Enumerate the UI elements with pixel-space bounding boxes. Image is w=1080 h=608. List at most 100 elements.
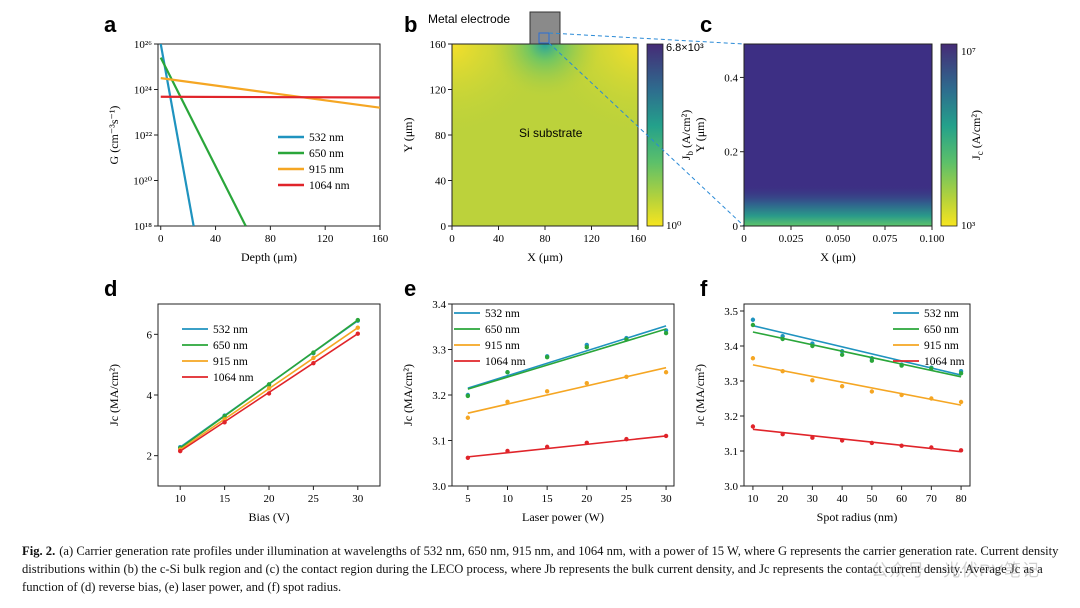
data-point-915nm xyxy=(869,389,875,394)
data-point-1064nm xyxy=(958,448,964,453)
x-tick-label: 40 xyxy=(493,233,505,245)
x-axis-label: X (μm) xyxy=(820,250,855,264)
legend-entry: 1064 nm xyxy=(485,356,526,368)
legend-entry: 650 nm xyxy=(213,340,248,352)
x-tick-label: 0 xyxy=(741,233,747,245)
chart-f-spot-radius: 10 20 30 40 50 60 70 80 3.0 3.1 3.2 3.3 3.4 3.5 532 nm… xyxy=(693,303,971,524)
y-tick-label: 6 xyxy=(147,329,153,341)
y-tick-label: 10²⁶ xyxy=(134,39,152,51)
data-point-1064nm xyxy=(311,360,316,366)
fit-line-650nm xyxy=(752,331,962,378)
y-tick-label: 10²⁰ xyxy=(133,176,152,188)
data-point-650nm xyxy=(584,345,589,350)
data-point-1064nm xyxy=(869,440,875,446)
data-point-650nm xyxy=(750,322,756,328)
zoom-connector-bottom xyxy=(548,42,745,227)
fit-line-915nm xyxy=(467,366,667,414)
legend-entry: 650 nm xyxy=(309,148,344,160)
data-point-915nm xyxy=(544,389,550,394)
colorbar-c xyxy=(940,43,958,227)
y-axis-label: Jc (MA/cm²) xyxy=(107,364,121,426)
x-axis-label: Laser power (W) xyxy=(522,510,604,524)
y-tick-label: 3.0 xyxy=(724,481,738,493)
colorbar-c-min: 10³ xyxy=(961,220,976,232)
fit-line-1064nm xyxy=(752,428,962,453)
legend-entry: 1064 nm xyxy=(309,180,350,192)
x-tick-label: 60 xyxy=(896,493,908,505)
legend-entry: 915 nm xyxy=(213,356,248,368)
y-tick-label: 0.4 xyxy=(724,72,738,84)
plot-frame xyxy=(157,43,381,227)
legend-entry: 1064 nm xyxy=(924,356,965,368)
panel-letter-a: a xyxy=(104,12,117,37)
y-tick-label: 0.2 xyxy=(724,147,738,159)
data-point-650nm xyxy=(355,317,360,323)
x-tick-label: 15 xyxy=(542,493,554,505)
x-tick-label: 30 xyxy=(807,493,819,505)
data-point-650nm xyxy=(544,355,550,360)
x-tick-label: 80 xyxy=(956,493,968,505)
x-tick-label: 25 xyxy=(308,493,320,505)
metal-electrode-label: Metal electrode xyxy=(428,12,510,26)
legend-entry: 650 nm xyxy=(924,324,959,336)
panel-letter-f: f xyxy=(700,276,708,301)
data-point-650nm xyxy=(839,352,845,357)
y-axis-label: Y (μm) xyxy=(693,118,707,153)
metal-electrode xyxy=(529,11,561,45)
data-point-915nm xyxy=(505,399,510,405)
x-tick-label: 15 xyxy=(219,493,231,505)
data-point-915nm xyxy=(750,356,756,361)
data-point-532nm xyxy=(750,317,756,322)
data-point-650nm xyxy=(311,350,316,355)
fit-line-532nm xyxy=(752,324,962,376)
caption-label: Fig. 2. xyxy=(22,544,56,558)
x-tick-label: 10 xyxy=(502,493,514,505)
legend-entry: 915 nm xyxy=(485,340,520,352)
x-axis-label: Spot radius (nm) xyxy=(817,510,898,524)
panel-letter-e: e xyxy=(404,276,416,301)
data-point-915nm xyxy=(266,386,272,391)
data-point-1064nm xyxy=(929,445,934,450)
data-point-915nm xyxy=(465,415,471,420)
x-tick-label: 0.075 xyxy=(873,233,898,245)
y-tick-label: 80 xyxy=(435,130,447,142)
fit-line-532nm xyxy=(467,325,667,389)
x-tick-label: 20 xyxy=(581,493,593,505)
y-tick-label: 2 xyxy=(147,451,153,463)
si-substrate-label: Si substrate xyxy=(519,126,583,140)
data-point-1064nm xyxy=(810,435,815,440)
fit-line-915nm xyxy=(752,364,962,406)
legend-entry: 650 nm xyxy=(485,324,520,336)
data-point-1064nm xyxy=(663,433,669,439)
data-point-1064nm xyxy=(222,420,227,425)
data-point-1064nm xyxy=(355,331,360,336)
x-tick-label: 80 xyxy=(265,233,277,245)
y-tick-label: 10¹⁸ xyxy=(134,221,152,233)
colorbar-b-max: 6.8×10³ xyxy=(666,42,704,54)
y-tick-label: 0 xyxy=(441,221,447,233)
y-tick-label: 10²⁴ xyxy=(134,85,152,97)
x-tick-label: 80 xyxy=(540,233,552,245)
y-axis-label: Y (μm) xyxy=(401,118,415,153)
data-point-650nm xyxy=(780,336,785,342)
data-point-1064nm xyxy=(584,440,589,445)
data-point-915nm xyxy=(780,369,785,374)
data-point-915nm xyxy=(311,355,316,361)
x-tick-label: 20 xyxy=(777,493,789,505)
y-tick-label: 3.2 xyxy=(724,411,738,423)
y-tick-label: 3.5 xyxy=(724,306,738,318)
data-point-650nm xyxy=(266,382,272,387)
x-tick-label: 25 xyxy=(621,493,633,505)
y-tick-label: 160 xyxy=(430,39,447,51)
y-tick-label: 3.1 xyxy=(432,436,446,448)
data-point-650nm xyxy=(869,358,875,363)
x-tick-label: 10 xyxy=(175,493,187,505)
watermark-text: 公众号 · 光伏PV笔记 xyxy=(871,561,1040,580)
data-point-1064nm xyxy=(780,432,785,437)
data-point-915nm xyxy=(584,380,589,386)
colorbar-c-label: Jc (A/cm²) xyxy=(969,110,985,160)
data-point-915nm xyxy=(663,370,669,375)
data-point-915nm xyxy=(355,325,360,330)
x-axis-label: Depth (μm) xyxy=(241,250,297,264)
y-axis-label: G (cm⁻³s⁻¹) xyxy=(107,106,121,165)
